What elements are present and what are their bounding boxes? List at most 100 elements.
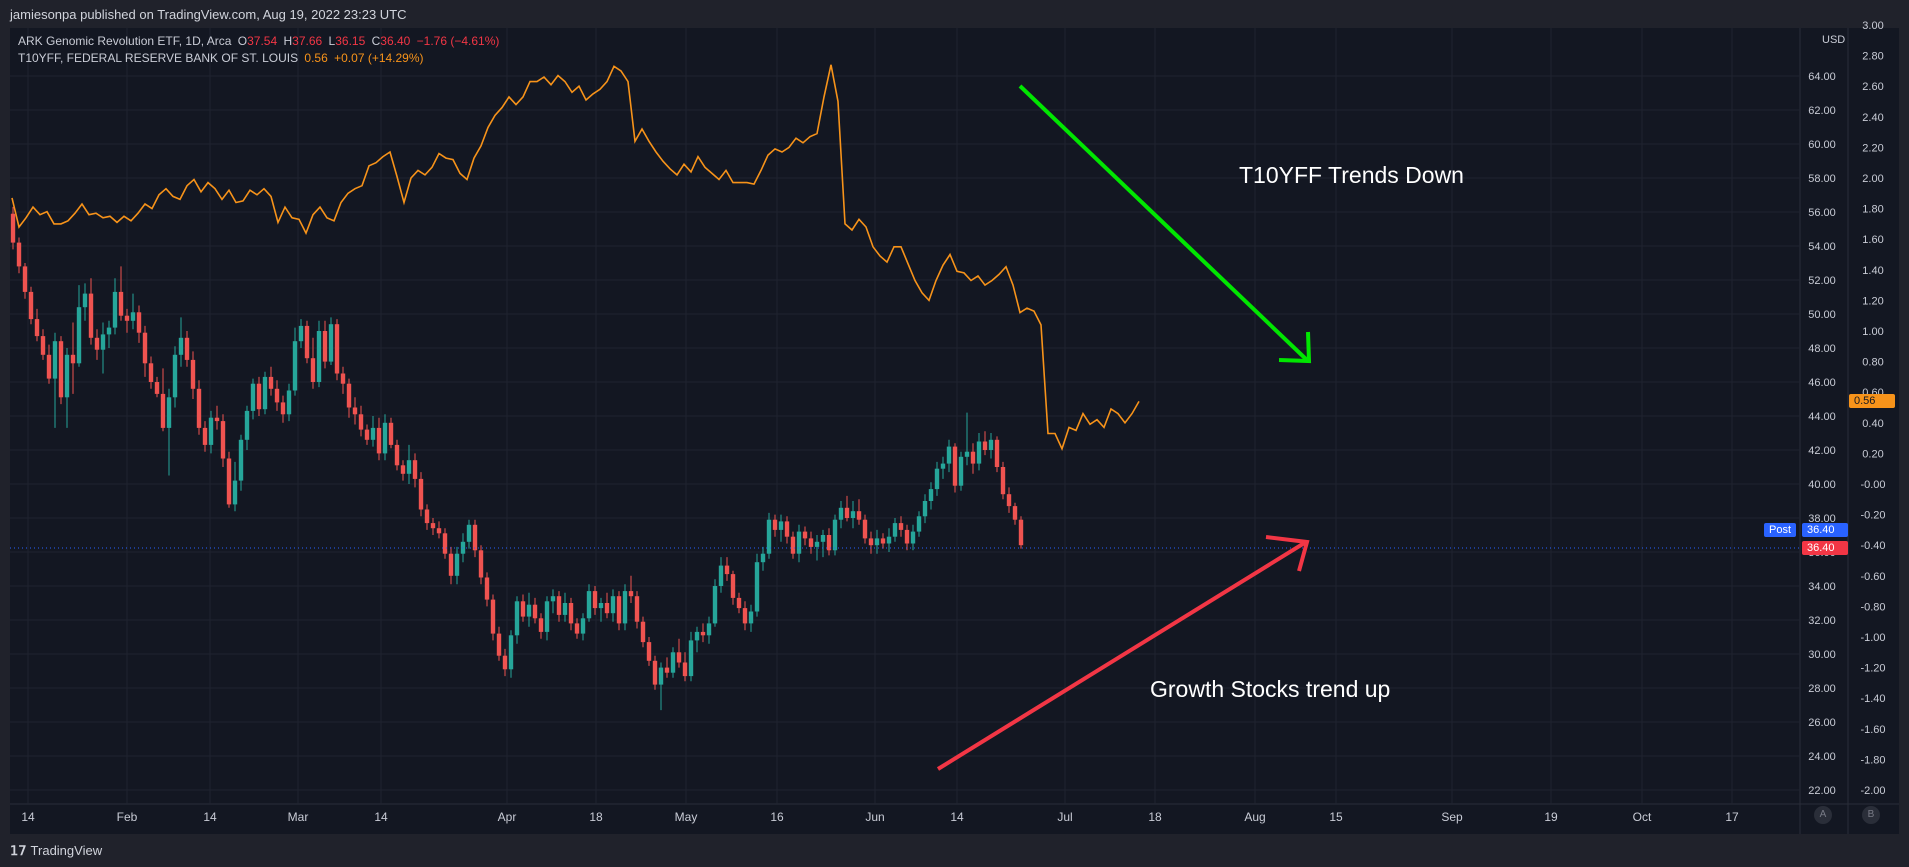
candle-body (880, 538, 886, 544)
t10yff-legend[interactable]: T10YFF, FEDERAL RESERVE BANK OF ST. LOUI… (18, 51, 427, 65)
candle (544, 596, 550, 641)
red-arrow (936, 535, 1310, 771)
candle (562, 592, 568, 622)
t10yff-change: +0.07 (+14.29%) (334, 51, 424, 65)
candle (580, 613, 586, 641)
candles-layer (10, 206, 1024, 711)
time-tick-label: Feb (117, 810, 138, 824)
candle-body (730, 574, 736, 598)
candle (844, 495, 850, 522)
candle-body (706, 623, 712, 636)
candle (640, 616, 646, 648)
candle-body (994, 439, 1000, 467)
candle-body (886, 536, 892, 544)
candle-body (562, 603, 568, 615)
candle-body (694, 631, 700, 641)
candle (922, 494, 928, 524)
right-tick-label: 0.40 (1862, 418, 1883, 430)
right-axis-background (1848, 28, 1899, 804)
candle-body (442, 533, 448, 554)
candle (142, 325, 148, 377)
left-tick-label: 30.00 (1808, 649, 1836, 661)
right-tick-label: -1.20 (1860, 663, 1885, 675)
candle (526, 592, 532, 627)
candle-body (184, 337, 190, 360)
candle-body (280, 402, 286, 415)
candle (694, 626, 700, 653)
candle (520, 594, 526, 622)
t10yff-line-layer (11, 64, 1140, 451)
candle (730, 570, 736, 605)
candle (316, 320, 322, 388)
candle-body (520, 601, 526, 617)
candle-body (322, 331, 328, 362)
annotation-t10yff-trends-down: T10YFF Trends Down (1239, 162, 1464, 188)
candle (370, 416, 376, 447)
candle-body (952, 446, 958, 486)
candle-body (148, 363, 154, 382)
candle (52, 332, 58, 428)
publisher-text: jamiesonpa published on TradingView.com,… (10, 7, 407, 22)
candle (190, 351, 196, 399)
etf-legend[interactable]: ARK Genomic Revolution ETF, 1D, Arca O37… (18, 34, 502, 48)
candle-body (340, 373, 346, 384)
candle-body (508, 635, 514, 670)
candle (160, 368, 166, 432)
candle-body (736, 597, 742, 609)
candle (328, 317, 334, 365)
candle-body (286, 390, 292, 415)
candle-body (436, 528, 442, 534)
candle-body (34, 319, 40, 337)
high-value: 37.66 (292, 34, 323, 48)
auto-scale-button[interactable]: A (1814, 806, 1832, 824)
candle-body (124, 315, 130, 321)
candle (442, 528, 448, 559)
right-tick-label: 3.00 (1862, 20, 1883, 32)
candle-body (580, 618, 586, 634)
candle-body (178, 337, 184, 355)
candle (40, 329, 46, 360)
candle (736, 592, 742, 614)
candle (568, 597, 574, 631)
right-tick-label: -0.60 (1860, 571, 1885, 583)
candle-body (646, 642, 652, 661)
time-tick-label: 19 (1544, 810, 1558, 824)
candle (928, 482, 934, 510)
candle-body (892, 523, 898, 537)
right-tick-label: 0.80 (1862, 357, 1883, 369)
scale-b-button[interactable]: B (1862, 806, 1880, 824)
right-tick-label: -2.00 (1860, 785, 1885, 797)
etf-name: ARK Genomic Revolution ETF, 1D, Arca (18, 34, 232, 48)
candle (688, 631, 694, 682)
candle-body (850, 511, 856, 518)
candle-body (82, 293, 88, 308)
candle-body (718, 565, 724, 586)
candle (94, 329, 100, 360)
candle-body (70, 354, 76, 364)
left-axis-background (1800, 28, 1848, 804)
tradingview-logo[interactable]: 𝟣𝟩 TradingView (10, 843, 102, 859)
candle (616, 591, 622, 631)
candle (340, 366, 346, 394)
right-tick-label: -0.40 (1860, 540, 1885, 552)
candle-body (676, 652, 682, 663)
candle-body (256, 383, 262, 410)
candle-body (502, 655, 508, 670)
candle-body (418, 478, 424, 510)
candle (748, 604, 754, 632)
candle-body (772, 519, 778, 530)
candle-body (808, 538, 814, 547)
candle (400, 460, 406, 481)
candle (364, 424, 370, 445)
candle (742, 601, 748, 631)
candle (46, 344, 52, 384)
candle-body (814, 541, 820, 547)
candle (760, 546, 766, 571)
candle (892, 518, 898, 542)
candle-body (526, 604, 532, 617)
candle (58, 336, 64, 405)
candle-body (304, 325, 310, 359)
candle (628, 575, 634, 603)
right-tick-label: 2.00 (1862, 173, 1883, 185)
